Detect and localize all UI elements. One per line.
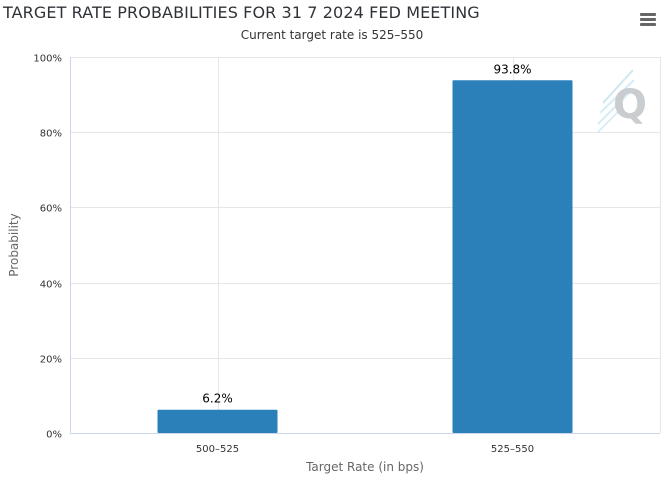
y-tick-label: 100% [33,54,62,65]
svg-text:Q: Q [613,82,647,128]
y-tick-label: 20% [40,355,62,366]
y-tick-label: 0% [46,430,62,441]
y-tick-label: 40% [40,280,62,291]
chart-title: TARGET RATE PROBABILITIES FOR 31 7 2024 … [3,3,480,22]
q-logo-watermark: Q [597,69,647,133]
x-tick-label: 525–550 [491,444,534,455]
bar[interactable] [452,80,573,433]
y-tick-label: 80% [40,129,62,140]
hamburger-menu-icon[interactable] [640,13,656,26]
x-tick-label: 500–525 [196,444,239,455]
bar[interactable] [157,409,278,433]
x-axis-title: Target Rate (in bps) [305,460,424,474]
data-label: 6.2% [202,392,233,406]
chart-subtitle: Current target rate is 525–550 [240,28,424,42]
data-label: 93.8% [493,62,531,76]
y-tick-label: 60% [40,204,62,215]
